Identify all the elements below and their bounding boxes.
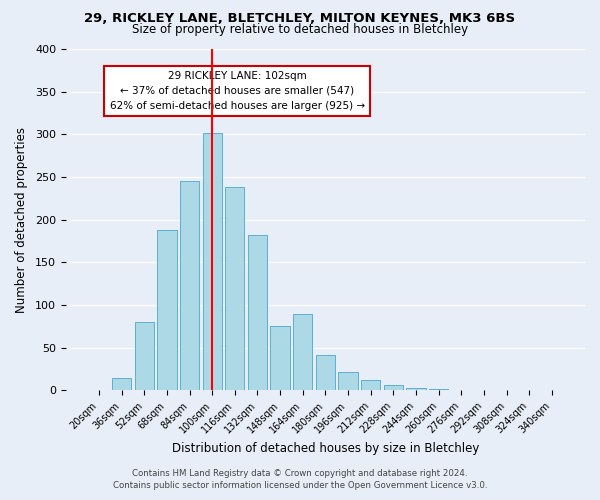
Text: Contains HM Land Registry data © Crown copyright and database right 2024.
Contai: Contains HM Land Registry data © Crown c… [113, 468, 487, 490]
Bar [203, 132, 222, 390]
Bar [180, 182, 199, 390]
Text: Size of property relative to detached houses in Bletchley: Size of property relative to detached ho… [132, 22, 468, 36]
Text: 29 RICKLEY LANE: 102sqm
← 37% of detached houses are smaller (547)
62% of semi-d: 29 RICKLEY LANE: 102sqm ← 37% of detache… [110, 71, 365, 111]
Bar [338, 372, 358, 390]
Bar [134, 322, 154, 390]
Bar [361, 380, 380, 390]
Text: 29, RICKLEY LANE, BLETCHLEY, MILTON KEYNES, MK3 6BS: 29, RICKLEY LANE, BLETCHLEY, MILTON KEYN… [85, 12, 515, 26]
Bar [406, 388, 425, 390]
Bar [225, 188, 244, 390]
Bar [383, 386, 403, 390]
X-axis label: Distribution of detached houses by size in Bletchley: Distribution of detached houses by size … [172, 442, 479, 455]
Bar [316, 354, 335, 390]
Bar [157, 230, 176, 390]
Bar [271, 326, 290, 390]
Bar [293, 314, 313, 390]
Bar [112, 378, 131, 390]
Y-axis label: Number of detached properties: Number of detached properties [15, 126, 28, 312]
Bar [429, 388, 448, 390]
Bar [248, 235, 267, 390]
